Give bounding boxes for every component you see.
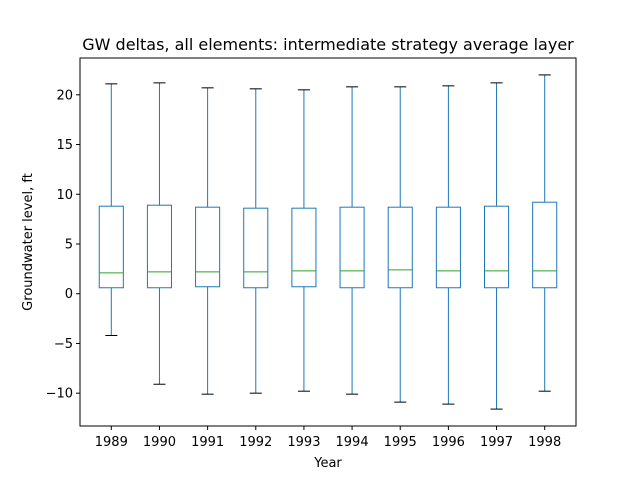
box [291,207,317,288]
x-tick-label: 1990 [143,435,176,450]
y-tick-label: 10 [56,188,73,203]
x-tick-label: 1993 [287,435,320,450]
x-tick-label: 1994 [336,435,369,450]
y-tick-label: 0 [65,287,73,302]
plot-frame [79,57,577,427]
box [532,201,558,289]
y-axis-label: Groundwater level, ft [21,173,36,311]
x-tick-label: 1998 [528,435,561,450]
x-tick-label: 1996 [432,435,465,450]
y-tick-label: 20 [56,88,73,103]
box [243,207,269,289]
box [484,205,510,289]
boxes-layer [98,74,558,410]
box [98,205,124,289]
x-tick-label: 1997 [480,435,513,450]
x-tick-label: 1989 [95,435,128,450]
x-tick-label: 1991 [191,435,224,450]
x-tick-label: 1992 [239,435,272,450]
y-tick-label: 5 [65,237,73,252]
box [195,206,221,288]
box [146,204,172,289]
y-tick-label: −10 [46,387,73,402]
y-axis: −10 −5 0 5 10 15 20 [46,88,80,402]
box [339,206,365,289]
box [435,206,461,289]
x-tick-label: 1995 [384,435,417,450]
y-tick-label: −5 [54,337,73,352]
y-tick-label: 15 [56,138,73,153]
box [387,206,413,289]
chart-title: GW deltas, all elements: intermediate st… [82,35,574,54]
x-axis: 1989 1990 1991 1992 1993 1994 1995 1996 1997 1998 [95,426,561,450]
x-axis-label: Year [313,456,342,471]
